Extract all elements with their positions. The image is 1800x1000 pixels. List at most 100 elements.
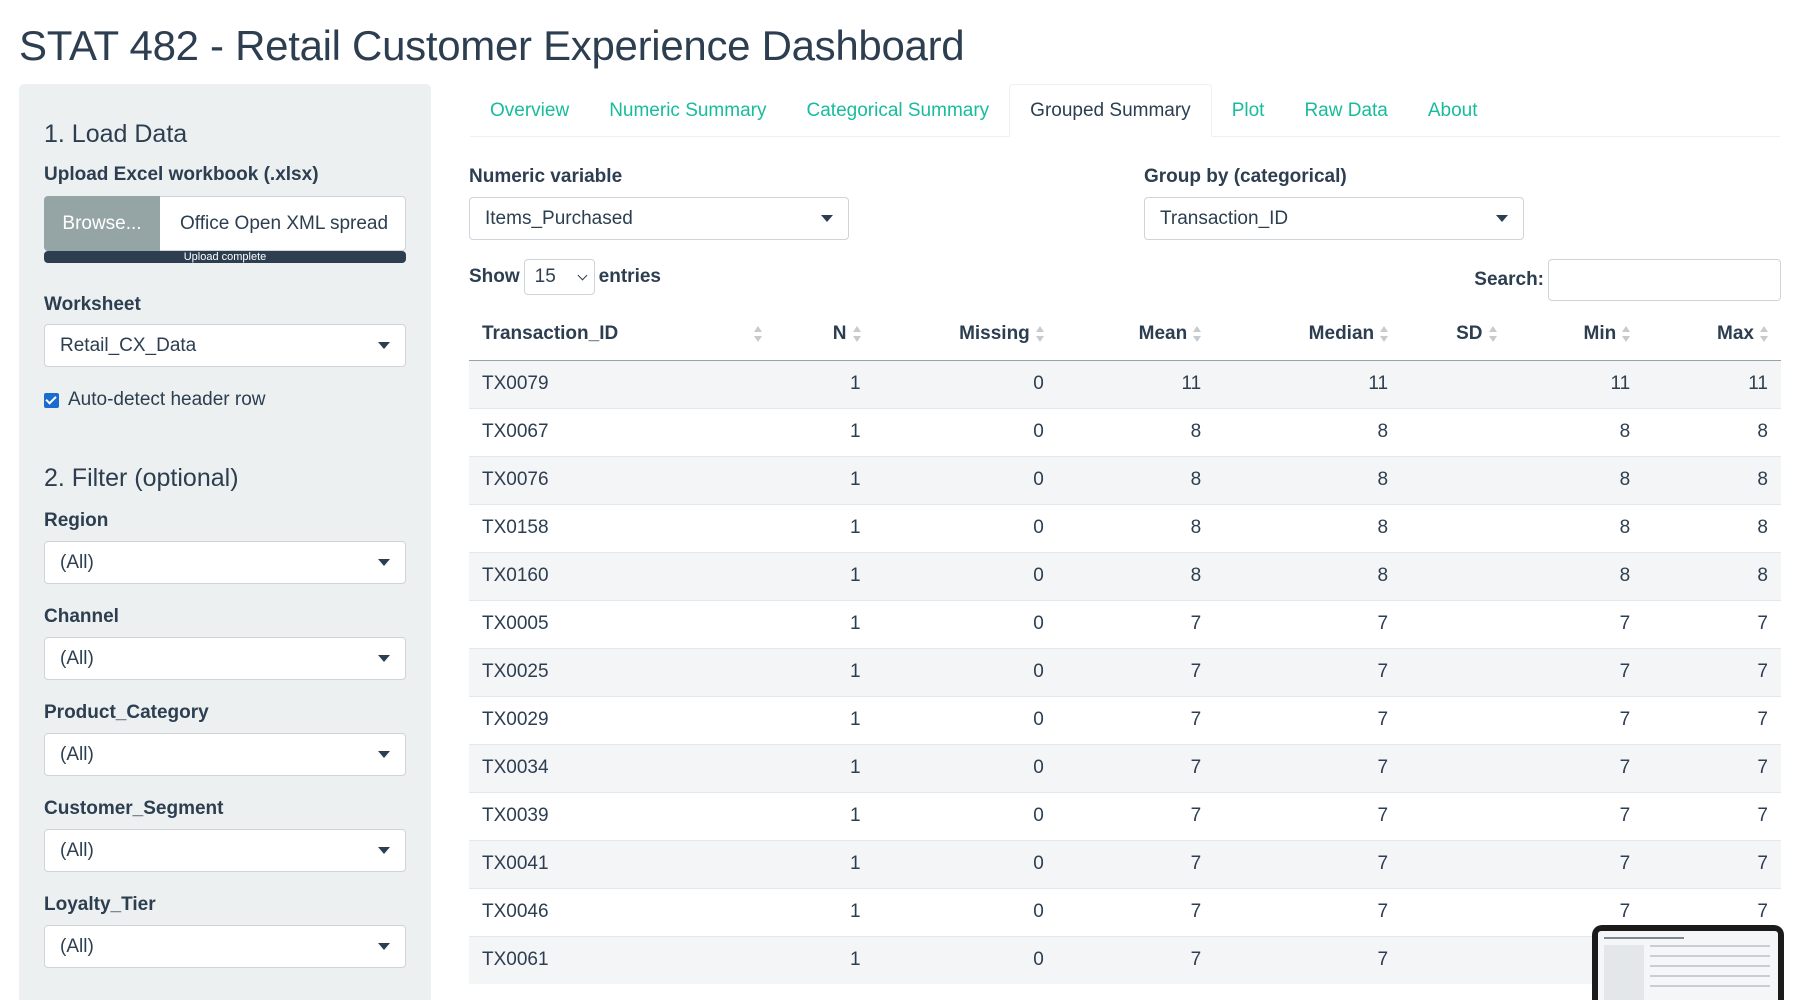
table-cell: 0 <box>873 695 1057 744</box>
browse-button[interactable]: Browse... <box>44 196 160 251</box>
table-cell: 7 <box>1643 695 1781 744</box>
table-cell: 7 <box>1509 599 1644 648</box>
table-row[interactable]: TX0076 1 0 8 8 8 8 <box>469 455 1781 504</box>
table-cell: 1 <box>775 695 874 744</box>
table-cell: 1 <box>775 551 874 600</box>
table-row[interactable]: TX0067 1 0 8 8 8 8 <box>469 407 1781 456</box>
loyalty-tier-select[interactable]: (All) <box>44 925 406 968</box>
table-row[interactable]: TX0005 1 0 7 7 7 7 <box>469 599 1781 648</box>
tab-grouped-summary[interactable]: Grouped Summary <box>1009 84 1212 137</box>
sort-icon <box>1193 325 1202 342</box>
tab-categorical-summary[interactable]: Categorical Summary <box>806 99 990 121</box>
table-cell: 7 <box>1643 839 1781 888</box>
numeric-variable-select[interactable]: Items_Purchased <box>469 197 849 240</box>
table-cell <box>1401 455 1510 504</box>
column-header[interactable]: Median <box>1214 308 1402 361</box>
table-cell: TX0160 <box>469 551 776 600</box>
table-cell: 7 <box>1214 695 1402 744</box>
table-row[interactable]: TX0041 1 0 7 7 7 7 <box>469 839 1781 888</box>
sort-icon <box>1380 325 1389 342</box>
tab-overview[interactable]: Overview <box>490 99 570 121</box>
header-row-checkbox-row[interactable]: Auto-detect header row <box>44 389 266 411</box>
table-cell: TX0029 <box>469 695 776 744</box>
product-category-value: (All) <box>60 743 94 765</box>
worksheet-select[interactable]: Retail_CX_Data <box>44 324 406 367</box>
table-row[interactable]: TX0046 1 0 7 7 7 7 <box>469 887 1781 936</box>
numeric-variable-label: Numeric variable <box>469 166 623 187</box>
channel-select[interactable]: (All) <box>44 637 406 680</box>
table-cell: 1 <box>775 599 874 648</box>
table-cell: 0 <box>873 647 1057 696</box>
table-cell: 0 <box>873 599 1057 648</box>
tab-plot[interactable]: Plot <box>1231 99 1265 121</box>
product-category-select[interactable]: (All) <box>44 733 406 776</box>
tab-numeric-summary[interactable]: Numeric Summary <box>609 99 767 121</box>
search-input[interactable] <box>1548 259 1781 301</box>
caret-down-icon <box>378 847 390 854</box>
entries-value: 15 <box>534 266 556 287</box>
file-name-field[interactable]: Office Open XML spread <box>160 196 406 251</box>
column-header[interactable]: Max <box>1643 308 1781 361</box>
column-header[interactable]: N <box>775 308 874 361</box>
table-cell: 7 <box>1214 839 1402 888</box>
table-cell: 7 <box>1214 935 1402 984</box>
table-row[interactable]: TX0158 1 0 8 8 8 8 <box>469 503 1781 552</box>
sort-icon <box>754 325 763 342</box>
search-label: Search: <box>1474 269 1544 290</box>
table-cell: 7 <box>1214 647 1402 696</box>
table-cell: 8 <box>1056 503 1215 552</box>
table-row[interactable]: TX0061 1 0 7 7 <box>469 935 1781 984</box>
loyalty-tier-value: (All) <box>60 935 94 957</box>
column-header[interactable]: Min <box>1509 308 1644 361</box>
load-data-heading: 1. Load Data <box>44 120 188 148</box>
table-cell: TX0076 <box>469 455 776 504</box>
customer-segment-value: (All) <box>60 839 94 861</box>
table-row[interactable]: TX0039 1 0 7 7 7 7 <box>469 791 1781 840</box>
table-cell <box>1401 503 1510 552</box>
region-select[interactable]: (All) <box>44 541 406 584</box>
column-header[interactable]: Mean <box>1056 308 1215 361</box>
table-cell: 8 <box>1643 503 1781 552</box>
customer-segment-select[interactable]: (All) <box>44 829 406 872</box>
table-row[interactable]: TX0160 1 0 8 8 8 8 <box>469 551 1781 600</box>
table-cell: 11 <box>1214 359 1402 408</box>
tab-bar: Overview Numeric Summary Categorical Sum… <box>470 84 1780 137</box>
checkbox-checked-icon[interactable] <box>44 392 59 408</box>
table-cell: 7 <box>1214 791 1402 840</box>
table-cell: 7 <box>1056 839 1215 888</box>
table-cell <box>1401 647 1510 696</box>
caret-down-icon <box>378 751 390 758</box>
tab-about[interactable]: About <box>1427 99 1478 121</box>
table-cell: 7 <box>1056 743 1215 792</box>
sort-icon <box>1622 325 1631 342</box>
column-header[interactable]: SD <box>1401 308 1510 361</box>
table-row[interactable]: TX0079 1 0 11 11 11 11 <box>469 359 1781 408</box>
entries-select[interactable]: 15 <box>523 259 595 295</box>
table-cell: 7 <box>1509 695 1644 744</box>
table-cell: 7 <box>1056 791 1215 840</box>
table-row[interactable]: TX0034 1 0 7 7 7 7 <box>469 743 1781 792</box>
caret-down-icon <box>378 559 390 566</box>
table-search: Search: <box>1474 259 1781 301</box>
table-cell: 8 <box>1056 455 1215 504</box>
table-row[interactable]: TX0029 1 0 7 7 7 7 <box>469 695 1781 744</box>
table-cell: 1 <box>775 455 874 504</box>
table-cell <box>1401 695 1510 744</box>
table-cell: 11 <box>1056 359 1215 408</box>
table-cell: 0 <box>873 935 1057 984</box>
table-cell: TX0039 <box>469 791 776 840</box>
group-by-select[interactable]: Transaction_ID <box>1144 197 1524 240</box>
table-cell: 8 <box>1509 407 1644 456</box>
tab-raw-data[interactable]: Raw Data <box>1304 99 1388 121</box>
table-row[interactable]: TX0025 1 0 7 7 7 7 <box>469 647 1781 696</box>
table-cell: 0 <box>873 887 1057 936</box>
screen-preview-thumbnail[interactable] <box>1592 925 1784 1000</box>
column-header[interactable]: Missing <box>873 308 1057 361</box>
table-cell: TX0025 <box>469 647 776 696</box>
grouped-summary-table: Transaction_ID N Missing Mean Median SD … <box>469 308 1781 984</box>
column-header[interactable]: Transaction_ID <box>469 308 776 361</box>
table-cell: 7 <box>1056 935 1215 984</box>
filter-label-loyalty-tier: Loyalty_Tier <box>44 894 156 915</box>
table-cell: 7 <box>1509 647 1644 696</box>
table-cell: 7 <box>1214 599 1402 648</box>
